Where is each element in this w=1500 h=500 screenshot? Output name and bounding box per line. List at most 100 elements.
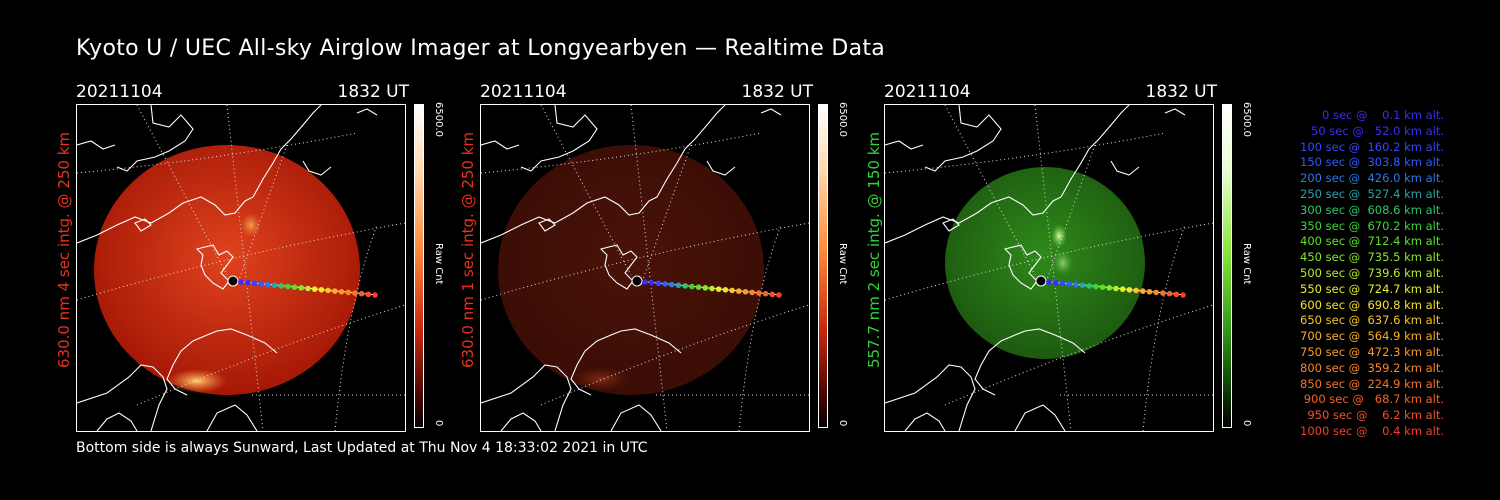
svalbard-outline (1003, 244, 1042, 290)
trajectory-dot (709, 285, 715, 292)
trajectory-dot (318, 287, 325, 293)
trajectory-dot (1133, 287, 1139, 294)
imager-panel-2: 20211104 1832 UT (480, 82, 815, 432)
coast-path (610, 404, 662, 431)
trajectory-dot (675, 282, 682, 289)
aurora-spot (571, 367, 631, 391)
trajectory-dot (285, 283, 291, 290)
trajectory-dot (736, 288, 742, 294)
coast-path (481, 140, 520, 150)
trajectory-dot (749, 289, 755, 296)
coast-path (904, 412, 946, 431)
trajectory-dot (642, 279, 648, 285)
sky-disc (498, 145, 764, 395)
panel-1-ylabel-text: 630.0 nm 4 sec intg. @ 250 km (55, 131, 73, 369)
colorbar-3 (1222, 104, 1232, 428)
coast-path (481, 364, 572, 431)
panel-3-ylabel-text: 557.7 nm 2 sec intg. @ 150 km (865, 131, 883, 369)
sky-disc (945, 167, 1145, 359)
island-outline (538, 218, 556, 232)
allsky-image-630-1s (480, 104, 810, 432)
grid-line (77, 132, 358, 174)
trajectory-dot (345, 289, 352, 296)
trajectory-dot (695, 284, 702, 290)
coast-path (96, 412, 138, 431)
trajectory-dot (271, 282, 278, 289)
trajectory-legend: 0 sec @ 0.1 km alt. 50 sec @ 52.0 km alt.… (1262, 108, 1444, 440)
trajectory-dot (1113, 285, 1119, 292)
trajectory-dot (244, 279, 251, 286)
coast-path (1164, 108, 1186, 116)
trajectory-dot (358, 290, 365, 297)
grid-line (1142, 224, 1186, 431)
legend-entry: 250 sec @ 527.4 km alt. (1300, 186, 1444, 201)
station-marker (1035, 275, 1047, 287)
footer-note: Bottom side is always Sunward, Last Upda… (76, 440, 648, 456)
legend-entry: 0 sec @ 0.1 km alt. (1321, 108, 1444, 122)
legend-entry: 800 sec @ 359.2 km alt. (1300, 360, 1444, 375)
trajectory-dot (265, 281, 271, 288)
grid-line (481, 132, 762, 174)
trajectory-dot (1079, 282, 1086, 289)
trajectory-dot (1052, 279, 1059, 286)
panel-2-ylabel-text: 630.0 nm 1 sec intg. @ 250 km (459, 131, 477, 369)
trajectory-dot (1046, 279, 1052, 285)
legend-entry: 900 sec @ 68.7 km alt. (1303, 392, 1444, 407)
trajectory (1035, 275, 1186, 298)
legend-entry: 550 sec @ 724.7 km alt. (1300, 281, 1444, 296)
image-layer (498, 145, 764, 395)
grid-line (1044, 144, 1096, 286)
legend-entry: 450 sec @ 735.5 km alt. (1300, 250, 1444, 265)
coast-path (1014, 404, 1066, 431)
trajectory-dot (332, 288, 338, 294)
trajectory-dot (648, 279, 655, 286)
coast-path (77, 140, 116, 150)
station-marker (227, 275, 239, 287)
trajectory-dot (1173, 291, 1180, 298)
legend-entry: 100 sec @ 160.2 km alt. (1300, 139, 1444, 154)
trajectory (227, 275, 378, 298)
coast-path (885, 364, 976, 431)
trajectory-dot (238, 279, 244, 285)
trajectory-dot (1180, 292, 1186, 298)
geo-grid (481, 105, 809, 431)
trajectory-dot (352, 290, 358, 296)
trajectory-dot (1086, 283, 1092, 289)
panel-date: 20211104 (480, 82, 567, 102)
colorbar-1 (414, 104, 424, 428)
svalbard-outline (195, 244, 234, 290)
panel-date: 20211104 (884, 82, 971, 102)
trajectory-dot (1126, 287, 1133, 293)
trajectory-dot (669, 281, 675, 288)
trajectory-dot (305, 285, 311, 292)
trajectory-dot (298, 285, 305, 291)
coast-path (974, 328, 1086, 396)
trajectory-dot (1166, 290, 1173, 297)
coast-path (885, 140, 924, 150)
page-title: Kyoto U / UEC All-sky Airglow Imager at … (76, 36, 886, 61)
colorbar-2-unit: Raw Cnt (837, 243, 848, 285)
panel-date: 20211104 (76, 82, 163, 102)
legend-entry: 1000 sec @ 0.4 km alt. (1300, 423, 1444, 438)
coast-path (77, 105, 322, 244)
trajectory-dot (722, 287, 729, 293)
grid-line (944, 105, 1036, 276)
colorbar-1-max: 6500.0 (433, 102, 444, 137)
coast-path (1110, 160, 1140, 176)
trajectory-dot (278, 283, 284, 289)
svalbard-outline (599, 244, 638, 290)
trajectory-dot (682, 283, 688, 289)
colorbar-1-unit: Raw Cnt (433, 243, 444, 285)
trajectory-dot (776, 292, 782, 298)
trajectory-dot (1153, 289, 1159, 296)
panel-2-ylabel: 630.0 nm 1 sec intg. @ 250 km (456, 0, 480, 500)
trajectory-dot (662, 281, 668, 287)
trajectory-dot (702, 285, 709, 291)
coast-path (500, 412, 542, 431)
coast-path (206, 404, 258, 431)
trajectory (631, 275, 782, 298)
trajectory-dot (1146, 288, 1153, 295)
image-layer (94, 145, 360, 395)
imager-panel-3: 20211104 1832 UT (884, 82, 1219, 432)
coast-path (885, 105, 1130, 244)
